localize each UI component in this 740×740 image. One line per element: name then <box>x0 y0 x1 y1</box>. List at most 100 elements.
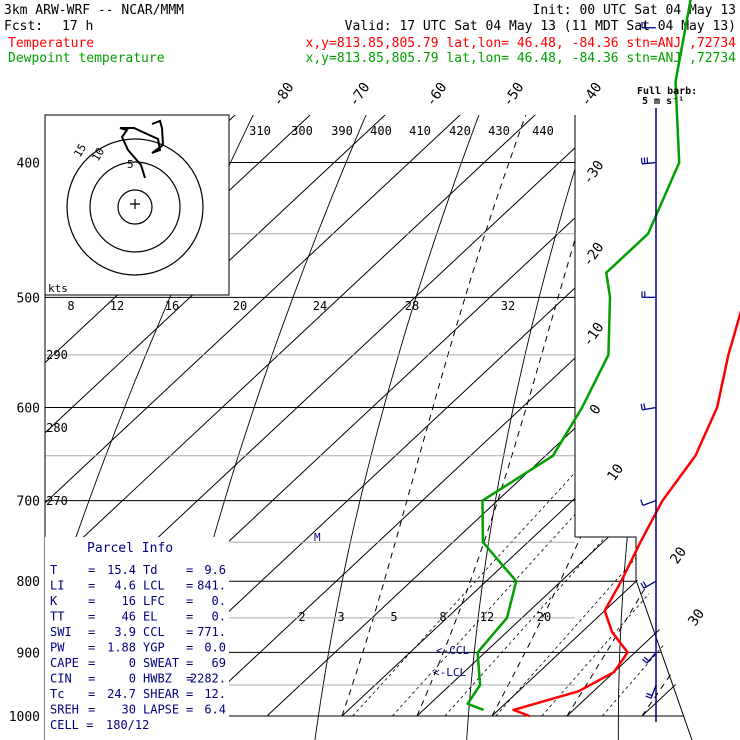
theta-label: 310 <box>249 124 271 138</box>
wind-barb-flag <box>640 403 643 411</box>
theta-label: 400 <box>370 124 392 138</box>
hodograph-label-15: 15 <box>71 142 89 160</box>
mixing-ratio-label: 20 <box>537 610 551 624</box>
annotation-ccl: <-CCL <box>436 644 469 657</box>
wind-barb-flag <box>640 499 644 506</box>
parcel-value: 0 <box>129 672 136 686</box>
dewpoint-line <box>466 0 692 712</box>
parcel-key: CAPE <box>50 656 79 670</box>
isotherm-label: -20 <box>580 240 608 270</box>
parcel-equals: = <box>88 672 95 686</box>
theta-side-label: 270 <box>46 494 68 508</box>
parcel-equals: = <box>88 610 95 624</box>
parcel-key: LAPSE <box>143 703 179 717</box>
theta-label: 390 <box>331 124 353 138</box>
parcel-equals: = <box>88 563 95 577</box>
wind-scale-label: 32 <box>501 299 515 313</box>
wind-barb-flag <box>643 403 646 410</box>
parcel-key: Td <box>143 563 157 577</box>
parcel-key: YGP <box>143 641 165 655</box>
isotherm-line <box>566 115 692 717</box>
isotherm-line <box>191 115 692 717</box>
parcel-key: SHEAR <box>143 687 180 701</box>
series-lines <box>466 0 740 718</box>
parcel-cell-value: 180/12 <box>106 718 149 732</box>
hodograph-label-5: 5 <box>127 158 134 171</box>
theta-label: 440 <box>532 124 554 138</box>
wind-barb <box>642 499 657 507</box>
parcel-value: 16 <box>122 594 136 608</box>
fcst-label: Fcst: <box>4 19 43 34</box>
parcel-value: 15.4 <box>107 563 136 577</box>
wind-scale-label: 24 <box>313 299 327 313</box>
theta-side-label: 280 <box>46 421 68 435</box>
mixing-ratio-line <box>602 407 692 717</box>
theta-label: 410 <box>409 124 431 138</box>
parcel-info-background <box>45 537 229 740</box>
pressure-label-500: 500 <box>17 291 40 306</box>
parcel-key: K <box>50 594 58 608</box>
parcel-value: 3.9 <box>114 625 136 639</box>
parcel-key: T <box>50 563 57 577</box>
parcel-equals: = <box>88 641 95 655</box>
parcel-cell-label: CELL = <box>50 718 93 732</box>
model-title: 3km ARW-WRF -- NCAR/MMM <box>4 3 184 18</box>
mixing-ratio-label: 8 <box>439 610 446 624</box>
isotherm-label: -40 <box>578 80 606 110</box>
parcel-equals: = <box>88 594 95 608</box>
parcel-key: LFC <box>143 594 165 608</box>
hodograph: 5 10 15 kts <box>44 114 230 296</box>
wind-barb <box>642 161 657 165</box>
wind-barb-flag <box>646 692 653 697</box>
barb-title: Full barb: <box>637 86 697 97</box>
theta-labels: 310 300 390 400 410 420 430 440 290 280 270 <box>46 124 554 508</box>
wind-barbs: Full barb: 5 m s⁻¹ <box>637 21 697 722</box>
wind-scale-label: 28 <box>405 299 419 313</box>
isotherm-line <box>45 115 692 717</box>
wind-scale-label: 8 <box>67 299 74 313</box>
hodograph-center-mark <box>130 199 140 209</box>
wind-barb-flag <box>645 695 652 699</box>
valid-time: Valid: 17 UTC Sat 04 May 13 (11 MDT Sat … <box>345 19 736 34</box>
parcel-key: SREH <box>50 703 79 717</box>
mixing-ratio-labels: 2 3 5 8 12 20 <box>298 610 551 624</box>
parcel-equals: = <box>186 641 193 655</box>
hodograph-ring-15 <box>66 138 204 276</box>
annotation-lcl: <-LCL <box>433 666 466 679</box>
parcel-info: Parcel Info T = 15.4 Td = 9.6 LI = 4.6 LCL = 841. K =… <box>45 537 229 740</box>
temperature-legend: Temperature <box>8 36 94 51</box>
parcel-key: Tc <box>50 687 64 701</box>
theta-label: 430 <box>488 124 510 138</box>
mixing-ratio-label: 3 <box>337 610 344 624</box>
isotherm-label: -80 <box>270 80 298 110</box>
annotations: M <-CCL <-LCL <box>314 531 469 679</box>
parcel-value: 0. <box>212 610 226 624</box>
wind-barb-flag <box>640 157 643 164</box>
pressure-label-600: 600 <box>17 401 40 416</box>
parcel-equals: = <box>88 579 95 593</box>
mixing-ratio-line <box>495 407 692 717</box>
parcel-equals: = <box>186 672 193 686</box>
parcel-value: 9.6 <box>204 563 226 577</box>
isotherm-label: 20 <box>667 544 690 567</box>
moist-adiabat <box>491 115 692 717</box>
pressure-label-900: 900 <box>17 646 40 661</box>
parcel-equals: = <box>186 687 193 701</box>
parcel-equals: = <box>186 703 193 717</box>
dry-adiabat <box>617 115 692 740</box>
wind-barb <box>643 580 657 589</box>
parcel-value: 771. <box>197 625 226 639</box>
parcel-value: 0.0 <box>204 641 226 655</box>
isotherm-line <box>116 115 692 717</box>
mixing-ratio-label: 5 <box>390 610 397 624</box>
parcel-value: 0 <box>129 656 136 670</box>
parcel-equals: = <box>186 625 193 639</box>
isotherm-label: -30 <box>580 158 608 188</box>
hodograph-label-10: 10 <box>89 146 107 164</box>
parcel-equals: = <box>186 563 193 577</box>
parcel-key: HWBZ <box>143 672 172 686</box>
wind-scale-labels: 8 12 16 20 24 28 32 <box>67 299 515 313</box>
parcel-value: 24.7 <box>107 687 136 701</box>
pressure-label-800: 800 <box>17 575 40 590</box>
